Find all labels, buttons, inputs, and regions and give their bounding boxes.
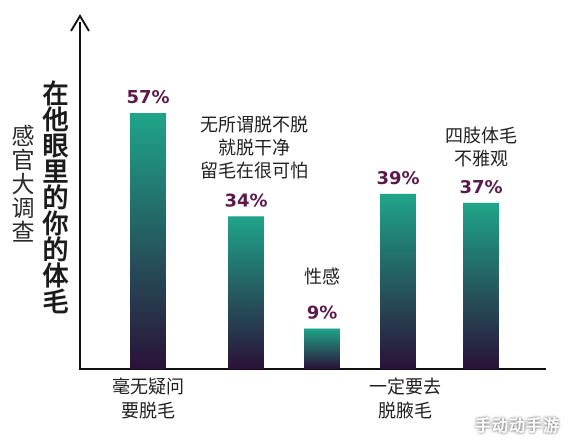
value-labels-group: 57% 34% 9% 39% 37% <box>126 87 502 324</box>
annotation-bar-5-line-1: 四肢体毛 <box>445 126 517 147</box>
bars-group <box>130 113 499 369</box>
category-label-bar-4-line-1: 一定要去 <box>369 377 441 398</box>
bar-3 <box>304 328 340 369</box>
chart-title: 在他眼里的你的体毛 <box>38 80 68 314</box>
annotation-bar-2-line-2: 就脱干净 <box>218 138 290 159</box>
y-axis <box>70 14 90 370</box>
chart-subtitle: 感官大调查 <box>7 124 33 244</box>
annotation-bar-3: 性感 <box>304 266 340 289</box>
annotation-bar-2-line-3: 留毛在很可怕 <box>200 161 308 182</box>
annotation-bar-2: 无所谓脱不脱 就脱干净 留毛在很可怕 <box>200 114 308 183</box>
category-label-bar-4: 一定要去 脱腋毛 <box>369 376 441 424</box>
watermark: 手动动手游 <box>474 416 560 435</box>
y-axis-arrow <box>70 14 90 32</box>
bar-5 <box>463 202 499 369</box>
value-label-bar-4: 39% <box>376 168 419 189</box>
annotation-bar-3-line-1: 性感 <box>304 267 340 288</box>
category-label-bar-4-line-2: 脱腋毛 <box>378 401 432 422</box>
annotation-bar-5-line-2: 不雅观 <box>454 149 508 170</box>
annotation-bar-5: 四肢体毛 不雅观 <box>445 125 517 171</box>
value-label-bar-3: 9% <box>307 303 338 324</box>
value-label-bar-1: 57% <box>126 87 169 108</box>
value-label-bar-5: 37% <box>459 177 502 198</box>
category-label-bar-1-line-2: 要脱毛 <box>121 401 175 422</box>
category-label-bar-1-line-1: 毫无疑问 <box>112 377 184 398</box>
category-label-bar-1: 毫无疑问 要脱毛 <box>112 376 184 424</box>
bar-1 <box>130 113 166 369</box>
annotation-bar-2-line-1: 无所谓脱不脱 <box>200 115 308 136</box>
value-label-bar-2: 34% <box>224 190 267 211</box>
bar-2 <box>228 216 264 369</box>
bar-4 <box>380 193 416 369</box>
